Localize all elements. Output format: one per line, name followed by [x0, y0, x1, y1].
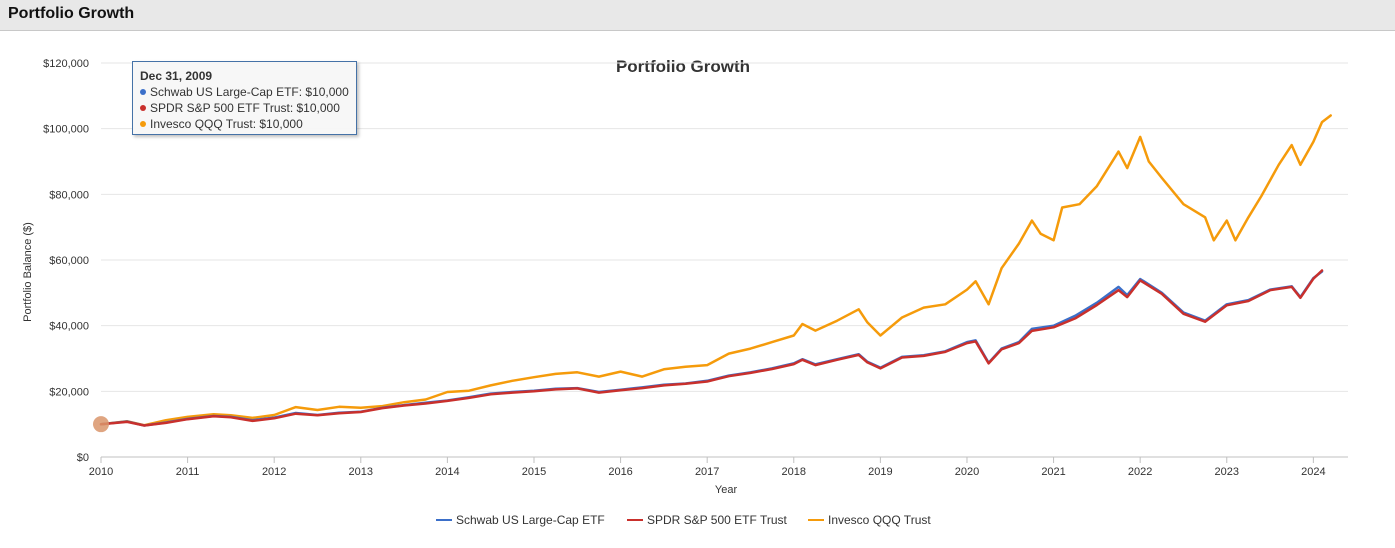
qqq-dot-icon — [140, 121, 146, 127]
x-tick-label: 2020 — [955, 466, 979, 478]
hover-marker — [93, 416, 109, 433]
x-tick-label: 2015 — [522, 466, 546, 478]
series-line-2 — [99, 114, 1332, 427]
chart-area: Portfolio Growth $0 $20,000 $40,000 $60,000… — [0, 31, 1395, 543]
tooltip-row-spdr: SPDR S&P 500 ETF Trust: $10,000 — [140, 100, 349, 116]
legend-label: SPDR S&P 500 ETF Trust — [647, 513, 787, 527]
x-tick-label: 2011 — [176, 466, 200, 478]
y-tick-labels: $0 $20,000 $40,000 $60,000 $80,000 $100,000 $1… — [43, 58, 89, 464]
tooltip-series-name: Invesco QQQ Trust — [150, 117, 253, 131]
tooltip-row-schwab: Schwab US Large-Cap ETF: $10,000 — [140, 84, 349, 100]
x-tick-label: 2019 — [868, 466, 892, 478]
schwab-dot-icon — [140, 89, 146, 95]
y-tick-label: $40,000 — [49, 321, 89, 333]
legend: Schwab US Large-Cap ETF SPDR S&P 500 ETF … — [436, 513, 931, 527]
chart-title: Portfolio Growth — [616, 57, 750, 76]
x-tick-label: 2010 — [89, 466, 113, 478]
y-tick-label: $80,000 — [49, 189, 89, 201]
legend-label: Invesco QQQ Trust — [828, 513, 931, 527]
series-line-1 — [99, 269, 1324, 427]
panel-header: Portfolio Growth — [0, 0, 1395, 31]
tooltip-date: Dec 31, 2009 — [140, 69, 213, 83]
x-tick-label: 2017 — [695, 466, 719, 478]
x-tick-label: 2023 — [1215, 466, 1239, 478]
series-lines — [93, 114, 1332, 433]
y-tick-label: $60,000 — [49, 255, 89, 267]
y-tick-label: $20,000 — [49, 386, 89, 398]
x-tick-label: 2018 — [782, 466, 806, 478]
portfolio-growth-chart: Portfolio Growth $0 $20,000 $40,000 $60,000… — [22, 57, 1348, 527]
x-axis-title: Year — [715, 484, 738, 496]
spdr-dot-icon — [140, 105, 146, 111]
tooltip-row-qqq: Invesco QQQ Trust: $10,000 — [140, 116, 349, 132]
legend-label: Schwab US Large-Cap ETF — [456, 513, 605, 527]
x-tick-label: 2022 — [1128, 466, 1152, 478]
y-tick-label: $0 — [77, 452, 89, 464]
tooltip-series-name: SPDR S&P 500 ETF Trust — [150, 101, 290, 115]
x-tick-label: 2012 — [262, 466, 286, 478]
tooltip-series-name: Schwab US Large-Cap ETF — [150, 85, 299, 99]
y-tick-label: $120,000 — [43, 58, 89, 70]
y-tick-label: $100,000 — [43, 124, 89, 136]
x-tick-label: 2024 — [1301, 466, 1325, 478]
x-tick-label: 2016 — [608, 466, 632, 478]
x-tick-labels: 2010 2011 2012 2013 2014 2015 2016 2017 2018 2019… — [89, 457, 1326, 478]
x-tick-label: 2021 — [1041, 466, 1065, 478]
tooltip-value: $10,000 — [296, 101, 340, 115]
x-tick-label: 2013 — [349, 466, 373, 478]
y-axis-title: Portfolio Balance ($) — [22, 222, 34, 322]
hover-tooltip: Dec 31, 2009 Schwab US Large-Cap ETF: $1… — [132, 61, 357, 135]
x-tick-label: 2014 — [435, 466, 459, 478]
panel-title: Portfolio Growth — [8, 5, 135, 22]
tooltip-value: $10,000 — [259, 117, 303, 131]
series-line-0 — [99, 270, 1324, 427]
tooltip-value: $10,000 — [305, 85, 349, 99]
